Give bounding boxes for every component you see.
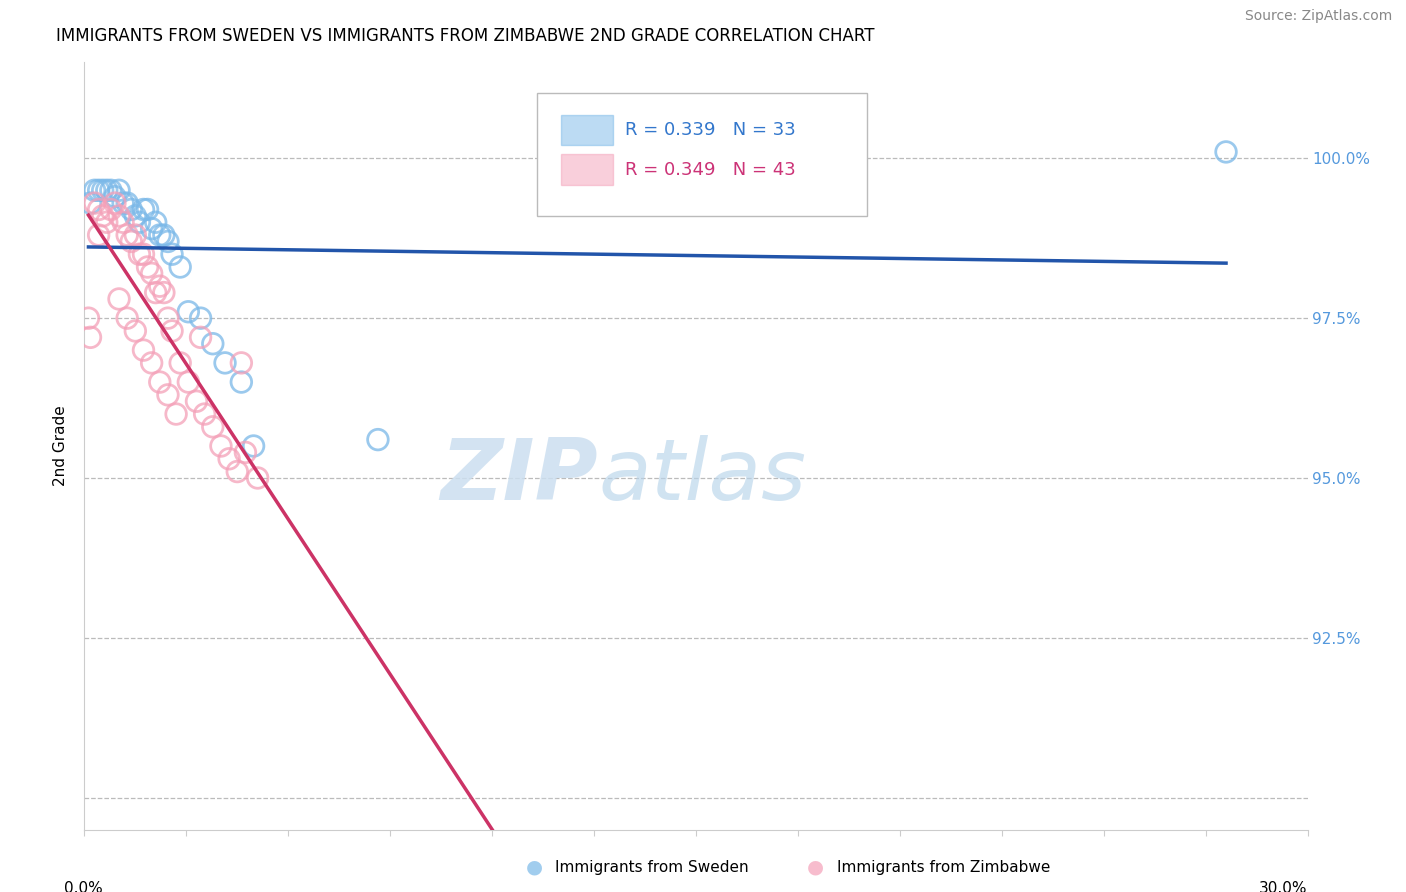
Point (132, 202, 155, 217)
FancyBboxPatch shape (561, 114, 613, 145)
Text: atlas: atlas (598, 435, 806, 518)
Point (145, 215, 167, 229)
Point (115, 228, 138, 243)
Point (177, 375, 200, 389)
Point (124, 228, 146, 243)
Point (128, 215, 150, 229)
Point (246, 471, 269, 485)
Point (112, 215, 135, 229)
Text: ●: ● (807, 857, 824, 877)
Point (100, 183, 122, 197)
Point (96, 215, 118, 229)
Text: R = 0.349   N = 43: R = 0.349 N = 43 (626, 161, 796, 178)
Point (226, 465, 249, 479)
Point (153, 228, 176, 243)
Point (108, 183, 131, 197)
Point (156, 388, 179, 402)
Text: R = 0.339   N = 33: R = 0.339 N = 33 (626, 121, 796, 139)
Text: 30.0%: 30.0% (1260, 880, 1308, 892)
Point (132, 247, 155, 261)
Point (108, 292, 131, 306)
Point (100, 202, 122, 217)
FancyBboxPatch shape (537, 93, 868, 216)
Y-axis label: 2nd Grade: 2nd Grade (53, 406, 69, 486)
Point (87, 202, 110, 217)
Point (201, 420, 224, 434)
Point (177, 305, 200, 319)
Point (235, 445, 257, 459)
Text: Immigrants from Zimbabwe: Immigrants from Zimbabwe (837, 860, 1050, 874)
Point (160, 324, 183, 338)
Point (120, 235, 142, 249)
Point (87, 183, 110, 197)
Point (120, 202, 142, 217)
Point (169, 260, 191, 274)
Point (91, 183, 114, 197)
Point (149, 228, 172, 243)
Point (141, 221, 163, 235)
Point (124, 324, 146, 338)
Point (128, 247, 150, 261)
Point (96, 183, 118, 197)
Point (136, 260, 159, 274)
Point (190, 311, 212, 326)
Point (231, 356, 253, 370)
Point (186, 394, 208, 409)
Point (242, 439, 264, 453)
Point (160, 247, 183, 261)
Point (214, 356, 236, 370)
Text: 0.0%: 0.0% (65, 880, 103, 892)
Point (141, 267, 163, 281)
Point (169, 356, 191, 370)
Point (91, 209, 114, 223)
Text: Immigrants from Sweden: Immigrants from Sweden (555, 860, 749, 874)
Point (115, 196, 138, 211)
Point (201, 336, 224, 351)
Point (218, 451, 240, 466)
Point (79, 330, 101, 344)
Point (83, 196, 105, 211)
Point (153, 285, 176, 300)
Point (209, 439, 232, 453)
Point (165, 407, 187, 421)
Point (149, 279, 172, 293)
Text: ●: ● (526, 857, 543, 877)
Point (79, 196, 101, 211)
Point (367, 433, 389, 447)
Point (112, 196, 135, 211)
Point (83, 183, 105, 197)
Point (141, 356, 163, 370)
Point (108, 209, 131, 223)
Point (132, 343, 155, 358)
Point (156, 311, 179, 326)
Point (104, 196, 127, 211)
Point (136, 202, 159, 217)
Point (149, 375, 172, 389)
Text: IMMIGRANTS FROM SWEDEN VS IMMIGRANTS FROM ZIMBABWE 2ND GRADE CORRELATION CHART: IMMIGRANTS FROM SWEDEN VS IMMIGRANTS FRO… (56, 27, 875, 45)
Text: ZIP: ZIP (440, 435, 598, 518)
FancyBboxPatch shape (561, 154, 613, 186)
Point (115, 311, 138, 326)
Point (156, 235, 179, 249)
Point (104, 189, 127, 203)
Point (124, 209, 146, 223)
Text: Source: ZipAtlas.com: Source: ZipAtlas.com (1244, 9, 1392, 23)
Point (194, 407, 217, 421)
Point (231, 375, 253, 389)
Point (145, 285, 167, 300)
Point (190, 330, 212, 344)
Point (1215, 145, 1237, 159)
Point (87, 228, 110, 243)
Point (77, 311, 100, 326)
